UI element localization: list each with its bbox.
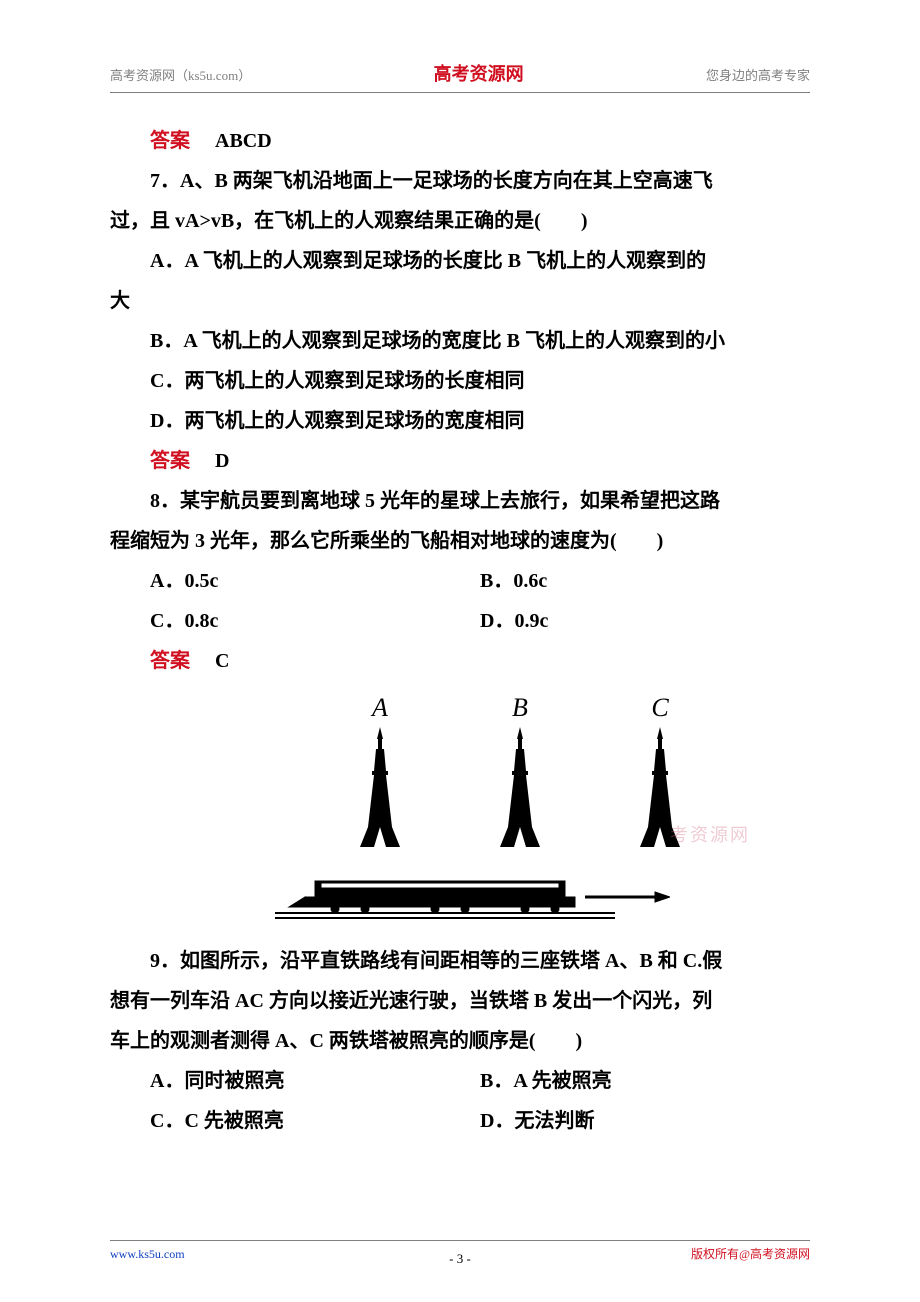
q8-answer: 答案 C xyxy=(110,641,810,681)
answer-value: D xyxy=(195,450,229,472)
q9-stem-line3: 车上的观测者测得 A、C 两铁塔被照亮的顺序是( ) xyxy=(110,1021,810,1061)
train-icon xyxy=(275,873,670,919)
answer-value: C xyxy=(195,650,229,672)
footer-left: www.ks5u.com xyxy=(110,1247,185,1262)
tower-B: B xyxy=(480,693,560,847)
tower-label-B: B xyxy=(480,693,560,723)
q8-optC: C．0.8c xyxy=(150,601,480,641)
answer-value: ABCD xyxy=(195,130,272,152)
q7-stem-line2: 过，且 vA>vB，在飞机上的人观察结果正确的是( ) xyxy=(110,201,810,241)
header-center: 高考资源网 xyxy=(434,60,524,86)
q8-optD: D．0.9c xyxy=(480,601,810,641)
q9-optC: C．C 先被照亮 xyxy=(150,1101,480,1141)
footer-right: 版权所有@高考资源网 xyxy=(691,1245,810,1262)
q9-optA: A．同时被照亮 xyxy=(150,1061,480,1101)
q8-options-row2: C．0.8c D．0.9c xyxy=(150,601,810,641)
q9-stem-line1: 9．如图所示，沿平直铁路线有间距相等的三座铁塔 A、B 和 C.假 xyxy=(110,941,810,981)
q8-optA: A．0.5c xyxy=(150,561,480,601)
header-left: 高考资源网（ks5u.com） xyxy=(110,65,251,84)
q9-optB: B．A 先被照亮 xyxy=(480,1061,810,1101)
q9-options-row1: A．同时被照亮 B．A 先被照亮 xyxy=(150,1061,810,1101)
q7-optA-line2: 大 xyxy=(110,281,810,321)
towers-row: A B xyxy=(310,693,730,847)
q8-stem-line1: 8．某宇航员要到离地球 5 光年的星球上去旅行，如果希望把这路 xyxy=(110,481,810,521)
q9-optD: D．无法判断 xyxy=(480,1101,810,1141)
q7-optD: D．两飞机上的人观察到足球场的宽度相同 xyxy=(110,401,810,441)
tower-label-C: C xyxy=(620,693,700,723)
page: 高考资源网（ks5u.com） 高考资源网 您身边的高考专家 答案 ABCD 7… xyxy=(0,0,920,1302)
q8-stem-line2: 程缩短为 3 光年，那么它所乘坐的飞船相对地球的速度为( ) xyxy=(110,521,810,561)
tower-A: A xyxy=(340,693,420,847)
page-footer: www.ks5u.com - 3 - 版权所有@高考资源网 xyxy=(110,1240,810,1262)
header-right: 您身边的高考专家 xyxy=(706,65,810,84)
footer-center: - 3 - xyxy=(449,1251,471,1267)
answer-6: 答案 ABCD xyxy=(110,121,810,161)
q8-optB: B．0.6c xyxy=(480,561,810,601)
q9-options-row2: C．C 先被照亮 D．无法判断 xyxy=(150,1101,810,1141)
tower-label-A: A xyxy=(340,693,420,723)
q7-optC: C．两飞机上的人观察到足球场的长度相同 xyxy=(110,361,810,401)
figure-towers-train: A B xyxy=(110,693,810,933)
answer-label: 答案 xyxy=(150,650,190,672)
answer-label: 答案 xyxy=(150,130,190,152)
answer-label: 答案 xyxy=(150,450,190,472)
figure-watermark: 考资源网 xyxy=(670,821,750,847)
q8-options-row1: A．0.5c B．0.6c xyxy=(150,561,810,601)
q7-stem-line1: 7．A、B 两架飞机沿地面上一足球场的长度方向在其上空高速飞 xyxy=(110,161,810,201)
q9-stem-line2: 想有一列车沿 AC 方向以接近光速行驶，当铁塔 B 发出一个闪光，列 xyxy=(110,981,810,1021)
tower-icon xyxy=(356,727,404,847)
q7-optA-line1: A．A 飞机上的人观察到足球场的长度比 B 飞机上的人观察到的 xyxy=(110,241,810,281)
q7-optB: B．A 飞机上的人观察到足球场的宽度比 B 飞机上的人观察到的小 xyxy=(110,321,810,361)
q7-answer: 答案 D xyxy=(110,441,810,481)
tower-icon xyxy=(496,727,544,847)
page-header: 高考资源网（ks5u.com） 高考资源网 您身边的高考专家 xyxy=(110,60,810,93)
